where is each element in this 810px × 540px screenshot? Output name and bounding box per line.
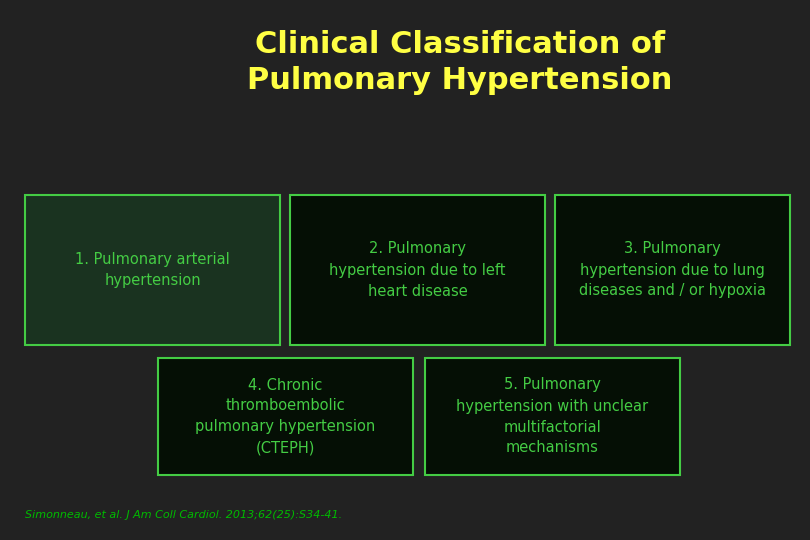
FancyBboxPatch shape <box>425 358 680 475</box>
FancyBboxPatch shape <box>158 358 413 475</box>
Text: 5. Pulmonary
hypertension with unclear
multifactorial
mechanisms: 5. Pulmonary hypertension with unclear m… <box>457 377 649 456</box>
Text: Clinical Classification of
Pulmonary Hypertension: Clinical Classification of Pulmonary Hyp… <box>247 30 672 95</box>
Text: 4. Chronic
thromboembolic
pulmonary hypertension
(CTEPH): 4. Chronic thromboembolic pulmonary hype… <box>195 377 376 456</box>
FancyBboxPatch shape <box>290 195 545 345</box>
Text: 3. Pulmonary
hypertension due to lung
diseases and / or hypoxia: 3. Pulmonary hypertension due to lung di… <box>579 241 766 299</box>
FancyBboxPatch shape <box>25 195 280 345</box>
Text: Simonneau, et al. J Am Coll Cardiol. 2013;62(25):S34-41.: Simonneau, et al. J Am Coll Cardiol. 201… <box>25 510 342 520</box>
FancyBboxPatch shape <box>555 195 790 345</box>
Text: 1. Pulmonary arterial
hypertension: 1. Pulmonary arterial hypertension <box>75 252 230 288</box>
Text: 2. Pulmonary
hypertension due to left
heart disease: 2. Pulmonary hypertension due to left he… <box>329 241 505 299</box>
